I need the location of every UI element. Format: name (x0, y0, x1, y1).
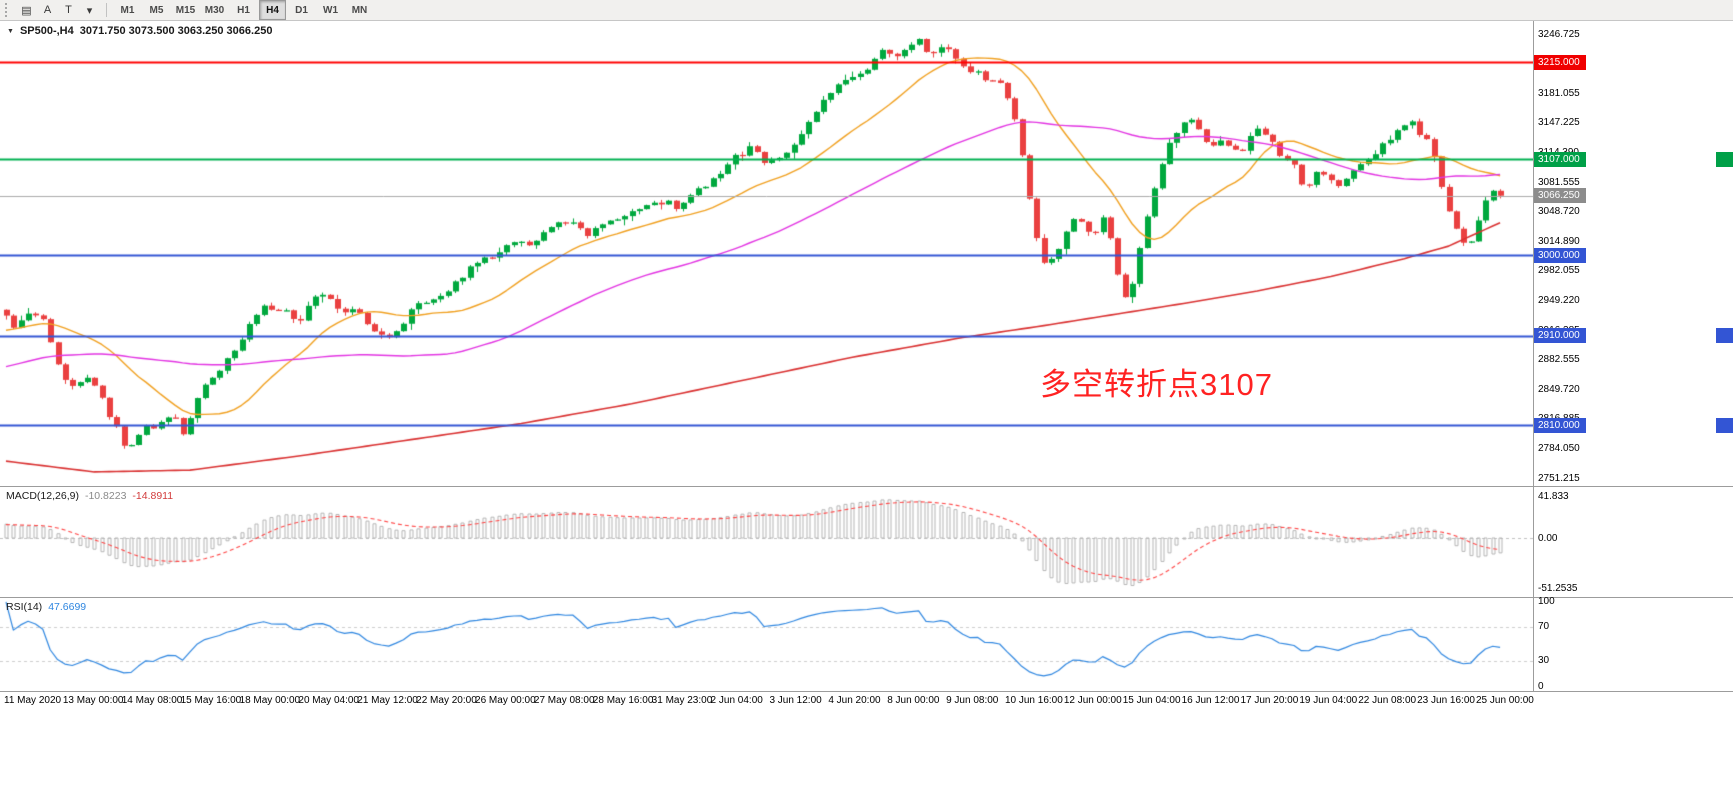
price-tick-label: 2982.055 (1538, 265, 1580, 277)
date-label: 23 Jun 16:00 (1417, 695, 1475, 706)
cursor-tool-icon[interactable]: A (43, 4, 52, 16)
price-line-badge: 3066.250 (1534, 188, 1586, 204)
toolbar: ▤ A T ▾ M1 M5 M15 M30 H1 H4 D1 W1 MN (0, 0, 1733, 21)
price-line-badge: 3107.000 (1534, 151, 1586, 167)
text-tool-icon[interactable]: T (65, 4, 72, 16)
price-tick-label: 3048.720 (1538, 206, 1580, 218)
price-chart-pane: ▼ SP500-,H4 3071.750 3073.500 3063.250 3… (0, 21, 1533, 486)
date-label: 22 May 20:00 (416, 695, 477, 706)
chart-text-annotation[interactable]: 多空转折点3107 (1040, 367, 1273, 402)
chart-symbol-timeframe: SP500-,H4 (19, 25, 74, 37)
rsi-tick-label: 70 (1538, 621, 1550, 632)
chart-window-icon[interactable]: ▤ (21, 4, 32, 17)
macd-tick-label: 0.00 (1538, 532, 1558, 544)
date-label: 8 Jun 00:00 (887, 695, 940, 706)
date-label: 9 Jun 08:00 (946, 695, 999, 706)
line-studies-toolbar: ▤ A T ▾ (16, 0, 100, 20)
date-label: 16 Jun 12:00 (1181, 695, 1240, 706)
collapse-triangle-icon[interactable]: ▼ (7, 27, 14, 35)
date-label: 10 Jun 16:00 (1004, 695, 1063, 706)
date-label: 13 May 00:00 (62, 695, 124, 706)
rsi-params-label: RSI(14) (6, 601, 43, 613)
price-tick-label: 2849.720 (1538, 383, 1580, 395)
timeframe-button-mn[interactable]: MN (351, 4, 368, 16)
date-label: 26 May 00:00 (475, 695, 536, 706)
price-tick-label: 2882.555 (1538, 354, 1580, 366)
timeframe-button-h4[interactable]: H4 (259, 0, 286, 20)
macd-tick-label: -51.2535 (1538, 583, 1578, 595)
price-axis-border (1533, 21, 1534, 692)
pane-separator[interactable] (0, 486, 1733, 487)
price-line-badge: 2910.000 (1534, 328, 1586, 344)
macd-signal-value: -14.8911 (132, 490, 174, 502)
rsi-canvas[interactable] (0, 598, 1533, 691)
date-label: 27 May 08:00 (533, 695, 595, 706)
timeframe-button-w1[interactable]: W1 (323, 4, 338, 16)
date-label: 21 May 12:00 (357, 695, 418, 706)
price-tick-label: 2916.385 (1538, 324, 1580, 336)
date-label: 4 Jun 20:00 (828, 695, 881, 706)
pane-separator[interactable] (0, 597, 1733, 598)
rsi-label: RSI(14) 47.6699 (6, 601, 86, 613)
price-line-badge: 3000.000 (1534, 247, 1586, 263)
date-label: 18 May 00:00 (239, 695, 301, 706)
chart-ohlc-values: 3071.750 3073.500 3063.250 3066.250 (79, 25, 273, 37)
price-line-edge-mark (1716, 151, 1733, 167)
date-label: 3 Jun 12:00 (769, 695, 822, 706)
timeframe-button-h1[interactable]: H1 (237, 4, 250, 16)
price-tick-label: 2751.215 (1538, 472, 1580, 484)
price-tick-label: 3014.890 (1538, 235, 1580, 247)
shapes-dropdown-icon[interactable]: ▾ (86, 4, 93, 17)
price-tick-label: 3213.890 (1538, 58, 1580, 70)
date-label: 31 May 23:00 (651, 695, 713, 706)
date-label: 15 Jun 04:00 (1122, 695, 1181, 706)
toolbar-grip[interactable] (5, 3, 10, 17)
price-tick-label: 3181.055 (1538, 87, 1580, 99)
date-label: 2 Jun 04:00 (710, 695, 763, 706)
timeframe-toolbar: M1 M5 M15 M30 H1 H4 D1 W1 MN (113, 0, 374, 20)
timeframe-button-m1[interactable]: M1 (120, 4, 135, 16)
price-tick-label: 3114.390 (1538, 146, 1579, 158)
date-label: 25 Jun 00:00 (1476, 695, 1534, 706)
pane-separator[interactable] (0, 691, 1733, 692)
macd-canvas[interactable] (0, 487, 1533, 597)
macd-main-value: -10.8223 (84, 490, 127, 502)
date-label: 28 May 16:00 (592, 695, 654, 706)
price-chart-canvas[interactable] (0, 21, 1533, 486)
rsi-pane: RSI(14) 47.6699 (0, 598, 1533, 691)
date-label: 17 Jun 20:00 (1240, 695, 1299, 706)
time-axis[interactable]: 11 May 2020 13 May 00:00 14 May 08:00 15 Ma… (0, 692, 1733, 712)
price-tick-label: 2784.050 (1538, 442, 1580, 454)
rsi-tick-label: 30 (1538, 655, 1550, 666)
timeframe-button-m30[interactable]: M30 (204, 4, 225, 16)
price-line-edge-mark (1716, 417, 1733, 433)
price-line-badge: 3215.000 (1534, 54, 1586, 70)
timeframe-button-d1[interactable]: D1 (295, 4, 308, 16)
price-tick-label: 2949.220 (1538, 294, 1580, 306)
date-label: 14 May 08:00 (121, 695, 183, 706)
price-tick-label: 3246.725 (1538, 28, 1580, 40)
macd-label: MACD(12,26,9) -10.8223 -14.8911 (6, 490, 173, 502)
chart-title: ▼ SP500-,H4 3071.750 3073.500 3063.250 3… (7, 25, 272, 37)
timeframe-button-m15[interactable]: M15 (175, 4, 196, 16)
price-tick-label: 3081.555 (1538, 176, 1580, 188)
timeframe-button-m5[interactable]: M5 (149, 4, 164, 16)
date-label: 12 Jun 00:00 (1063, 695, 1122, 706)
macd-tick-label: 41.833 (1538, 491, 1569, 503)
date-label: 15 May 16:00 (180, 695, 242, 706)
date-label: 11 May 2020 (4, 695, 62, 706)
date-label: 19 Jun 04:00 (1299, 695, 1358, 706)
price-line-badge: 2810.000 (1534, 417, 1586, 433)
rsi-value: 47.6699 (48, 601, 87, 613)
date-label: 20 May 04:00 (298, 695, 359, 706)
price-line-edge-mark (1716, 328, 1733, 344)
date-label: 22 Jun 08:00 (1358, 695, 1417, 706)
price-tick-label: 2816.885 (1538, 413, 1580, 425)
macd-params-label: MACD(12,26,9) (6, 490, 79, 502)
price-tick-label: 3147.225 (1538, 117, 1580, 129)
toolbar-separator (106, 3, 107, 17)
macd-pane: MACD(12,26,9) -10.8223 -14.8911 (0, 487, 1533, 597)
